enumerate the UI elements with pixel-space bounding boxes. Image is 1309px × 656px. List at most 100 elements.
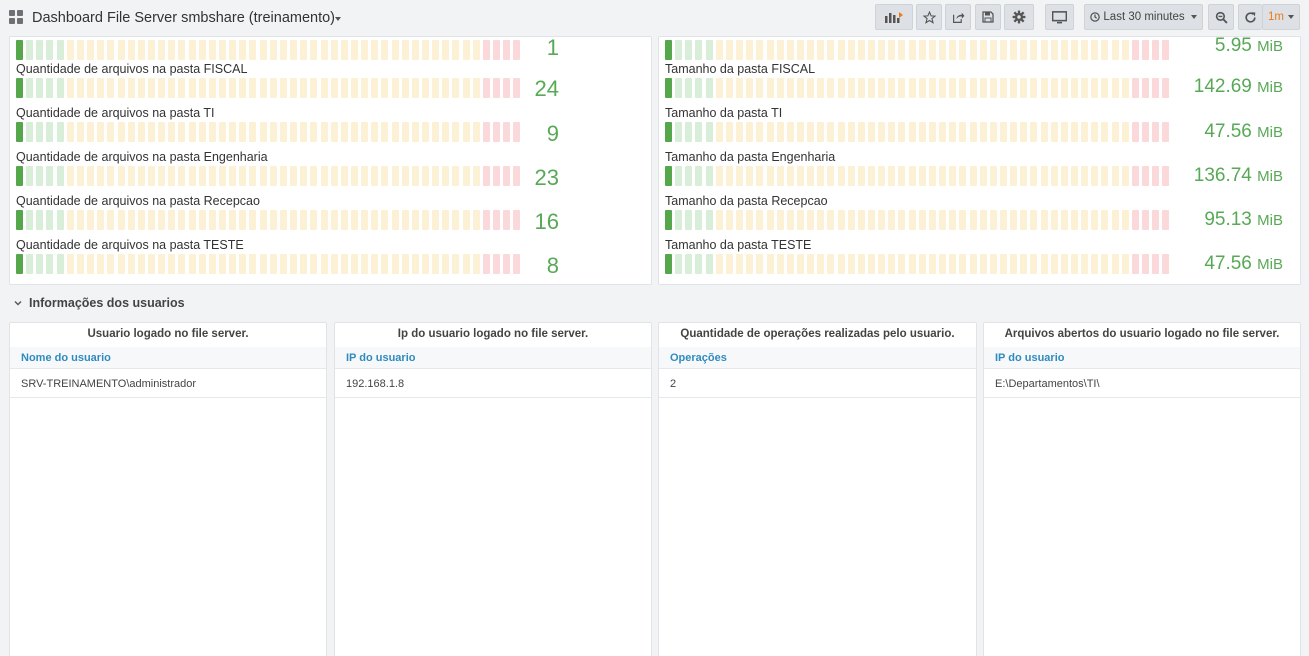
gauge-cell — [56, 78, 64, 98]
gauge-cell — [290, 254, 298, 274]
gauge-cell — [847, 210, 855, 230]
column-header[interactable]: Nome do usuario — [21, 352, 111, 364]
gauge-cell — [371, 210, 379, 230]
gauge-cell — [675, 210, 683, 230]
gauge-cell — [1040, 122, 1048, 142]
gauge-cell — [269, 122, 277, 142]
section-title: Informações dos usuarios — [29, 296, 185, 310]
gauge-value-number: 142.69 — [1193, 76, 1252, 97]
panel-title[interactable]: Arquivos abertos do usuario logado no fi… — [1004, 328, 1280, 340]
gauge-cell — [796, 166, 804, 186]
gauge-cell — [36, 254, 44, 274]
share-button[interactable] — [945, 4, 971, 30]
gauge-cell — [300, 166, 308, 186]
gauge-cell — [66, 210, 74, 230]
gauge-cell — [1050, 210, 1058, 230]
gauge-cell — [401, 122, 409, 142]
gauge-cell — [229, 78, 237, 98]
zoom-out-button[interactable] — [1208, 4, 1234, 30]
dashboard-title[interactable]: Dashboard File Server smbshare (treiname… — [32, 10, 336, 26]
gauge-cell — [411, 210, 419, 230]
gauge-cell — [1152, 78, 1160, 98]
gauge-cell — [198, 122, 206, 142]
panel-title[interactable]: Ip do usuario logado no file server. — [397, 328, 589, 340]
gauge-cell — [705, 40, 713, 60]
gauge-cell — [1081, 210, 1089, 230]
gauge-cell — [837, 166, 845, 186]
gauge-cell — [452, 210, 460, 230]
gauge-cell — [442, 166, 450, 186]
tv-mode-button[interactable] — [1045, 4, 1074, 30]
add-panel-button[interactable] — [875, 4, 913, 30]
gauge-cell — [847, 254, 855, 274]
users-section-header[interactable]: Informações dos usuarios — [13, 296, 185, 310]
refresh-interval-picker[interactable]: 1m — [1262, 4, 1300, 30]
gauge-cell — [391, 122, 399, 142]
gauge-cell — [857, 254, 865, 274]
gauge-cell — [736, 210, 744, 230]
gauge-cell — [330, 166, 338, 186]
gauge-cell — [918, 166, 926, 186]
gauge-cell — [979, 210, 987, 230]
gauge-cell — [725, 40, 733, 60]
gauge-cell — [137, 40, 145, 60]
gauge-value-number: 95.13 — [1204, 209, 1252, 230]
gauge-cell — [26, 122, 34, 142]
panel-title[interactable]: Usuario logado no file server. — [87, 328, 249, 340]
gauge-cell — [1101, 210, 1109, 230]
gauge-cell — [320, 78, 328, 98]
save-button[interactable] — [975, 4, 1001, 30]
add-panel-icon — [885, 12, 903, 23]
gauge-cell — [56, 210, 64, 230]
gauge-cell — [259, 210, 267, 230]
column-header[interactable]: IP do usuario — [346, 352, 416, 364]
gauge-cell — [1060, 78, 1068, 98]
star-button[interactable] — [916, 4, 942, 30]
gauge-cell — [239, 254, 247, 274]
refresh-button[interactable] — [1238, 4, 1262, 30]
column-header[interactable]: IP do usuario — [995, 352, 1065, 364]
gauge-value-number: 136.74 — [1193, 165, 1252, 186]
chevron-down-icon[interactable] — [335, 17, 341, 21]
gauge-row-label: Tamanho da pasta FISCAL — [665, 62, 816, 76]
gauge-cell — [928, 210, 936, 230]
table-header: IP do usuario — [335, 347, 651, 369]
gauge-cell — [320, 210, 328, 230]
gauge-cell — [493, 166, 501, 186]
gauge-cell — [918, 210, 926, 230]
table-header: IP do usuario — [984, 347, 1300, 369]
gauge-cell — [66, 78, 74, 98]
apps-icon[interactable] — [9, 10, 24, 25]
gauge-cell — [1142, 210, 1150, 230]
gauge-cell — [888, 122, 896, 142]
gauge-cell — [16, 166, 23, 186]
gauge-cell — [178, 122, 186, 142]
gauge-cell — [279, 122, 287, 142]
gauge-cell — [401, 78, 409, 98]
gauge-cell — [107, 122, 115, 142]
gauge-cell — [1060, 210, 1068, 230]
gauge-cell — [198, 210, 206, 230]
gauge-cell — [56, 166, 64, 186]
gauge-cell — [969, 40, 977, 60]
gauge-cell — [411, 254, 419, 274]
time-range-picker[interactable]: Last 30 minutes — [1084, 4, 1203, 30]
settings-button[interactable] — [1004, 4, 1034, 30]
gauge-value-unit: MiB — [1257, 256, 1283, 273]
gauge-row-label: Quantidade de arquivos na pasta Recepcao — [16, 194, 260, 208]
gauge-cell — [786, 166, 794, 186]
gauge-cell — [462, 122, 470, 142]
bar-gauge — [665, 166, 1175, 186]
gauge-cell — [46, 210, 54, 230]
gauge-cell — [786, 210, 794, 230]
gauge-cell — [117, 78, 125, 98]
column-header[interactable]: Operações — [670, 352, 727, 364]
gauge-cell — [411, 78, 419, 98]
gauge-cell — [736, 78, 744, 98]
gauge-cell — [715, 78, 723, 98]
gauge-cell — [746, 122, 754, 142]
gauge-cell — [239, 122, 247, 142]
gauge-cell — [999, 122, 1007, 142]
gauge-cell — [127, 122, 135, 142]
panel-title[interactable]: Quantidade de operações realizadas pelo … — [680, 328, 955, 340]
